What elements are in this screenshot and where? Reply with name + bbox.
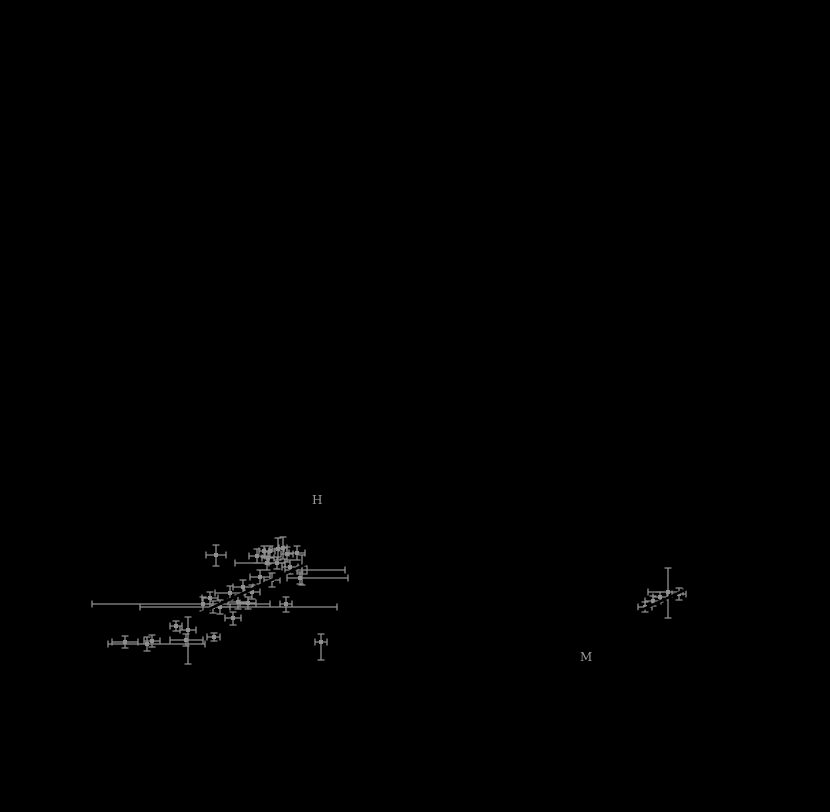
point-marker [150, 639, 154, 643]
fit-line [191, 549, 335, 619]
data-point [279, 596, 293, 613]
point-marker [145, 642, 149, 646]
annotation-label-m: M [580, 650, 592, 664]
plot-area [91, 536, 688, 665]
point-marker [268, 549, 272, 553]
annotation-label-h: H [312, 493, 322, 507]
point-marker [228, 591, 232, 595]
data-point [107, 636, 206, 652]
error-bar-y [317, 633, 325, 661]
error-bar-x [91, 600, 271, 608]
data-point [169, 633, 204, 647]
point-marker [241, 585, 245, 589]
data-point [214, 585, 246, 601]
data-point [169, 620, 183, 632]
point-marker [250, 590, 254, 594]
fit-line [636, 587, 688, 614]
point-marker [258, 575, 262, 579]
point-marker [275, 561, 279, 565]
point-marker [285, 552, 289, 556]
point-marker [255, 554, 259, 558]
point-marker [265, 561, 269, 565]
point-marker [236, 600, 240, 604]
data-point [91, 596, 271, 612]
point-marker [212, 635, 216, 639]
point-marker [666, 590, 670, 594]
error-bar-x [286, 574, 349, 582]
point-marker [319, 640, 323, 644]
data-point [143, 634, 161, 648]
point-marker [298, 576, 302, 580]
point-marker [276, 547, 280, 551]
point-marker [295, 551, 299, 555]
data-point [288, 545, 306, 561]
data-point [261, 551, 275, 565]
point-marker [201, 602, 205, 606]
point-marker [174, 624, 178, 628]
data-point [111, 635, 139, 649]
data-point [224, 611, 242, 626]
point-marker [214, 553, 218, 557]
data-point [232, 579, 254, 595]
point-marker [658, 595, 662, 599]
point-marker [231, 616, 235, 620]
point-marker [266, 556, 270, 560]
data-point [278, 536, 288, 560]
data-point [268, 556, 286, 570]
point-marker [284, 602, 288, 606]
point-marker [184, 638, 188, 642]
point-marker [246, 601, 250, 605]
point-marker [288, 565, 292, 569]
data-point [263, 572, 281, 588]
point-marker [262, 549, 266, 553]
point-marker [651, 599, 655, 603]
data-point [286, 571, 349, 585]
error-bar-x [139, 603, 338, 611]
point-marker [208, 596, 212, 600]
point-marker [186, 628, 190, 632]
point-marker [281, 546, 285, 550]
data-point [205, 544, 227, 567]
data-point [206, 632, 221, 642]
data-point [314, 633, 328, 661]
point-marker [123, 640, 127, 644]
